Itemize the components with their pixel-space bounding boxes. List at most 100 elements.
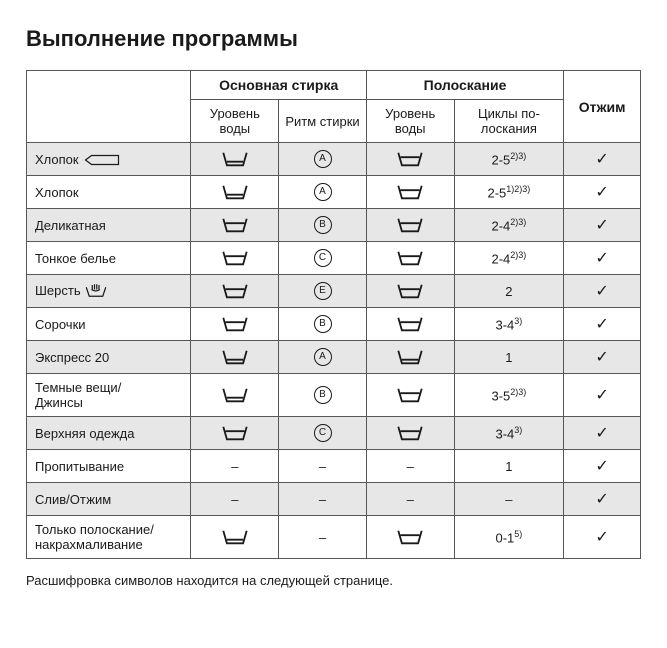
cell-wash-rhythm: A	[279, 143, 367, 176]
cell-wash-rhythm: B	[279, 374, 367, 417]
basin-low-icon	[220, 528, 250, 546]
cell-wash-water	[191, 417, 279, 450]
cell-rinse-water: –	[366, 483, 454, 516]
cell-rinse-cycles: 2-42)3)	[454, 209, 564, 242]
dash-icon: –	[407, 492, 414, 507]
cycles-sup: 2)3)	[510, 387, 526, 397]
cell-wash-rhythm: –	[279, 516, 367, 559]
cell-wash-water	[191, 374, 279, 417]
header-rinse-cycles: Циклы по- лоскания	[454, 100, 564, 143]
cell-wash-rhythm: A	[279, 341, 367, 374]
basin-high-icon	[220, 424, 250, 442]
footnote: Расшифровка символов находится на следую…	[26, 573, 641, 588]
program-name: Слив/Отжим	[35, 492, 111, 507]
header-rinse-water: Уровень воды	[366, 100, 454, 143]
check-icon: ✓	[595, 151, 608, 168]
check-icon: ✓	[595, 316, 608, 333]
cycles-value: 2-5	[487, 185, 506, 200]
cycles-value: 3-4	[495, 317, 514, 332]
program-name: Хлопок	[35, 185, 79, 200]
basin-high-icon	[220, 216, 250, 234]
cell-spin: ✓	[564, 516, 641, 559]
header-empty	[27, 71, 191, 143]
cell-rinse-water	[366, 275, 454, 308]
table-row: Хлопок A 2-51)2)3) ✓	[27, 176, 641, 209]
cell-name: Сорочки	[27, 308, 191, 341]
cell-spin: ✓	[564, 341, 641, 374]
cycles-sup: 1)2)3)	[506, 184, 530, 194]
cell-spin: ✓	[564, 308, 641, 341]
cell-wash-water	[191, 176, 279, 209]
program-name: Деликатная	[35, 218, 106, 233]
cell-rinse-water	[366, 209, 454, 242]
cell-wash-water	[191, 242, 279, 275]
table-row: Только полоскание/накрахмаливание – 0-15) ✓	[27, 516, 641, 559]
header-rinse: Полоскание	[366, 71, 563, 100]
cell-wash-water	[191, 308, 279, 341]
cell-wash-water	[191, 275, 279, 308]
dash-icon: –	[231, 459, 238, 474]
basin-high-icon	[395, 282, 425, 300]
basin-high-icon	[395, 315, 425, 333]
program-name: Шерсть	[35, 283, 81, 298]
dash-icon: –	[231, 492, 238, 507]
table-row: Пропитывание–––1✓	[27, 450, 641, 483]
cycles-value: 2-4	[491, 218, 510, 233]
cell-spin: ✓	[564, 275, 641, 308]
basin-high-icon	[220, 249, 250, 267]
cell-rinse-cycles: 2	[454, 275, 564, 308]
cell-name: Деликатная	[27, 209, 191, 242]
rhythm-letter-icon: A	[314, 150, 332, 168]
basin-high-icon	[220, 282, 250, 300]
basin-high-icon	[395, 183, 425, 201]
cell-rinse-water	[366, 308, 454, 341]
header-spin: Отжим	[564, 71, 641, 143]
cell-wash-rhythm: –	[279, 483, 367, 516]
program-name: Экспресс 20	[35, 350, 109, 365]
cell-wash-rhythm: E	[279, 275, 367, 308]
basin-high-icon	[395, 424, 425, 442]
cycles-value: 2-4	[491, 251, 510, 266]
cycles-sup: 5)	[514, 529, 522, 539]
rhythm-letter-icon: B	[314, 386, 332, 404]
basin-low-icon	[395, 348, 425, 366]
cycles-value: 2-5	[491, 152, 510, 167]
cycles-sup: 2)3)	[510, 250, 526, 260]
header-wash-rhythm: Ритм стирки	[279, 100, 367, 143]
cell-name: Шерсть	[27, 275, 191, 308]
page-title: Выполнение программы	[26, 26, 641, 52]
basin-high-icon	[395, 386, 425, 404]
cycles-value: 3-4	[495, 426, 514, 441]
hand-wash-icon	[84, 283, 108, 299]
rhythm-letter-icon: A	[314, 348, 332, 366]
cell-wash-rhythm: A	[279, 176, 367, 209]
table-row: Слив/Отжим––––✓	[27, 483, 641, 516]
cell-wash-rhythm: B	[279, 308, 367, 341]
cell-wash-water	[191, 341, 279, 374]
program-name: Только полоскание/накрахмаливание	[35, 522, 154, 552]
header-main-wash: Основная стирка	[191, 71, 366, 100]
check-icon: ✓	[595, 529, 608, 546]
table-row: Экспресс 20A1✓	[27, 341, 641, 374]
program-name: Верхняя одежда	[35, 426, 134, 441]
cycles-value: 2	[505, 284, 512, 299]
cell-spin: ✓	[564, 209, 641, 242]
table-row: Темные вещи/Джинсы B 3-52)3) ✓	[27, 374, 641, 417]
cycles-value: 3-5	[491, 388, 510, 403]
cell-rinse-cycles: –	[454, 483, 564, 516]
cell-wash-water	[191, 516, 279, 559]
dash-icon: –	[319, 530, 326, 545]
program-name: Пропитывание	[35, 459, 124, 474]
rhythm-letter-icon: C	[314, 424, 332, 442]
program-name: Тонкое белье	[35, 251, 116, 266]
basin-low-icon	[220, 348, 250, 366]
cycles-sup: 3)	[514, 425, 522, 435]
cell-name: Темные вещи/Джинсы	[27, 374, 191, 417]
cell-name: Хлопок	[27, 176, 191, 209]
cell-rinse-cycles: 1	[454, 450, 564, 483]
cell-spin: ✓	[564, 176, 641, 209]
cycles-value: 0-1	[495, 530, 514, 545]
table-row: СорочкиB3-43)✓	[27, 308, 641, 341]
program-name: Хлопок	[35, 152, 79, 167]
cell-spin: ✓	[564, 374, 641, 417]
